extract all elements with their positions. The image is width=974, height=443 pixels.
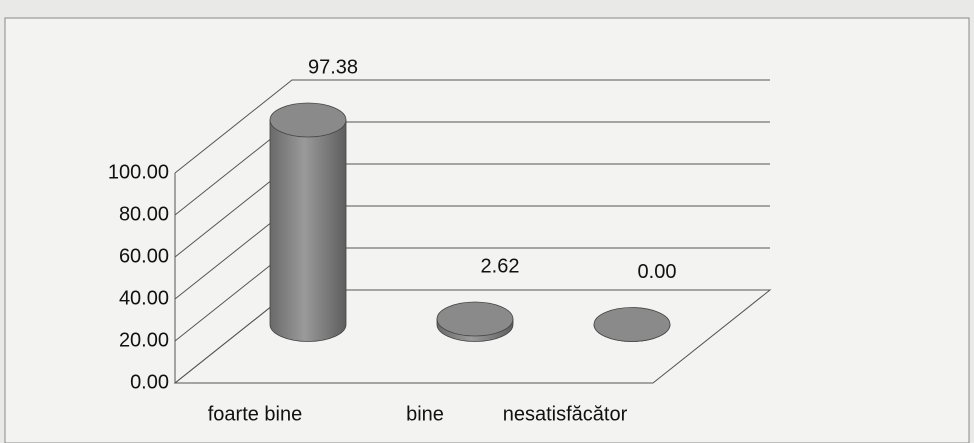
x-tick-label: foarte bine — [208, 403, 303, 425]
cylinder-top — [436, 301, 514, 337]
cylinder-top — [269, 102, 347, 138]
value-label: 97.38 — [308, 56, 358, 78]
y-tick-label: 40.00 — [119, 287, 169, 309]
cylinder-top — [593, 307, 671, 342]
chart-frame — [4, 17, 970, 443]
grid-line — [174, 79, 770, 174]
x-tick-label: bine — [406, 403, 444, 425]
y-tick-label: 20.00 — [119, 329, 169, 351]
value-label: 0.00 — [638, 261, 677, 283]
x-tick-label: nesatisfăcător — [503, 403, 628, 425]
y-tick-label: 60.00 — [119, 245, 169, 267]
y-tick-label: 0.00 — [130, 371, 169, 393]
value-label: 2.62 — [481, 255, 520, 277]
cylinder — [269, 119, 347, 342]
y-tick-label: 80.00 — [119, 203, 169, 225]
y-tick-label: 100.00 — [108, 161, 169, 183]
